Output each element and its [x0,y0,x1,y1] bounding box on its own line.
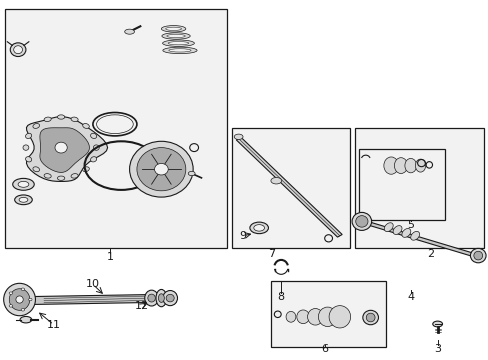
Ellipse shape [10,43,26,57]
Bar [232,128,349,248]
Ellipse shape [55,142,67,153]
Ellipse shape [25,133,32,139]
Ellipse shape [234,134,243,139]
Ellipse shape [362,310,378,325]
Ellipse shape [328,306,350,328]
Ellipse shape [124,29,134,34]
Ellipse shape [44,174,51,178]
Ellipse shape [57,176,64,180]
Ellipse shape [33,123,40,129]
Ellipse shape [20,316,32,323]
Ellipse shape [137,148,185,191]
Ellipse shape [21,288,24,291]
Ellipse shape [9,289,30,310]
Ellipse shape [21,309,24,311]
Text: 4: 4 [407,292,413,302]
Ellipse shape [154,163,168,175]
Ellipse shape [432,321,442,327]
Ellipse shape [162,40,194,46]
Ellipse shape [28,298,32,301]
Ellipse shape [166,294,174,302]
Bar [359,149,444,220]
Text: 9: 9 [239,231,246,241]
Text: 10: 10 [86,279,100,289]
Ellipse shape [318,307,336,327]
Text: 8: 8 [277,292,284,302]
Text: 1: 1 [106,252,113,262]
Ellipse shape [90,157,97,162]
Text: 3: 3 [433,344,440,354]
Polygon shape [26,117,107,181]
Ellipse shape [168,49,191,52]
Ellipse shape [188,171,195,176]
Ellipse shape [165,27,181,31]
Ellipse shape [71,117,78,122]
Text: 12: 12 [135,301,148,311]
Ellipse shape [23,145,29,150]
Ellipse shape [82,123,89,129]
Ellipse shape [4,283,36,316]
Ellipse shape [16,296,23,303]
Ellipse shape [82,167,89,172]
Ellipse shape [15,195,32,204]
Ellipse shape [473,251,482,260]
Ellipse shape [58,115,64,119]
Ellipse shape [71,174,78,178]
Ellipse shape [147,294,155,302]
Text: 2: 2 [426,249,433,259]
Ellipse shape [415,159,425,172]
Text: 7: 7 [267,249,274,259]
Bar [5,9,227,248]
Ellipse shape [401,229,410,237]
Polygon shape [40,128,89,172]
Ellipse shape [296,310,309,324]
Ellipse shape [18,181,29,187]
Ellipse shape [393,158,407,174]
Ellipse shape [156,289,166,307]
Ellipse shape [285,311,295,322]
Ellipse shape [9,305,13,307]
Ellipse shape [384,223,392,231]
Ellipse shape [270,177,281,184]
Ellipse shape [355,216,367,227]
Polygon shape [236,137,342,237]
Ellipse shape [93,145,99,150]
Bar [354,128,483,248]
Polygon shape [27,294,176,305]
Ellipse shape [13,178,34,190]
Ellipse shape [144,290,158,306]
Ellipse shape [253,225,264,231]
Ellipse shape [163,291,177,306]
Ellipse shape [90,133,97,139]
Ellipse shape [404,158,416,173]
Bar [271,281,386,347]
Ellipse shape [307,309,323,325]
Ellipse shape [9,292,13,294]
Ellipse shape [14,46,22,54]
Ellipse shape [410,231,419,240]
Ellipse shape [161,26,185,32]
Ellipse shape [383,157,398,174]
Ellipse shape [33,167,40,172]
Ellipse shape [129,141,193,197]
Ellipse shape [351,212,371,230]
Ellipse shape [163,47,197,54]
Ellipse shape [44,117,51,122]
Text: 11: 11 [47,320,61,330]
Ellipse shape [162,33,190,39]
Ellipse shape [469,248,485,263]
Ellipse shape [249,222,268,234]
Text: 6: 6 [321,344,328,354]
Ellipse shape [25,157,32,162]
Ellipse shape [166,34,185,37]
Text: 5: 5 [407,220,413,230]
Ellipse shape [168,41,188,45]
Ellipse shape [366,313,374,322]
Ellipse shape [392,226,401,234]
Ellipse shape [158,294,164,302]
Polygon shape [360,220,482,259]
Ellipse shape [19,197,28,202]
